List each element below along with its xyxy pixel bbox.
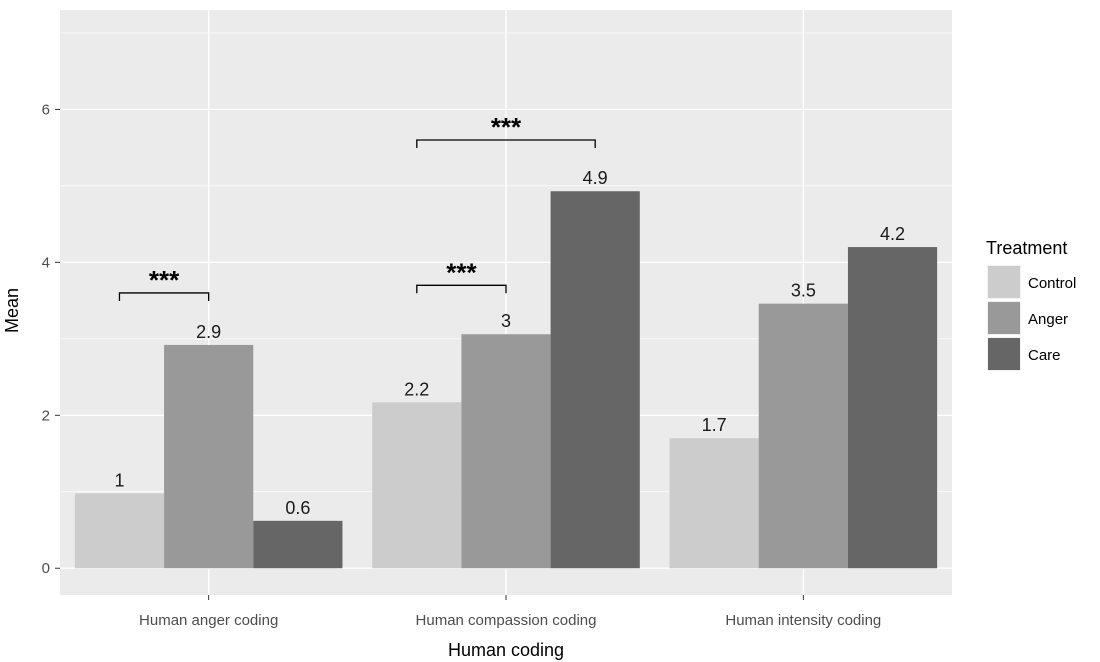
- x-axis: Human anger coding Human compassion codin…: [139, 595, 881, 629]
- y-tick-label: 6: [42, 101, 50, 118]
- x-tick-label: Human anger coding: [139, 612, 278, 629]
- data-label: 3: [501, 311, 511, 331]
- x-tick-label: Human compassion coding: [416, 612, 597, 629]
- data-label: 1.7: [702, 415, 727, 435]
- bar-control-1: [372, 402, 462, 569]
- significance-annotations: *** *** ***: [118, 112, 596, 301]
- bar-care-0: [253, 520, 343, 569]
- bars: [74, 191, 938, 569]
- data-label: 2.2: [404, 379, 429, 399]
- significance-bracket: [118, 292, 210, 301]
- bar-care-2: [847, 247, 938, 569]
- legend-swatch-care: [988, 338, 1020, 370]
- data-label: 4.2: [880, 224, 905, 244]
- legend-swatch-control: [988, 266, 1020, 298]
- significance-label: ***: [491, 112, 522, 142]
- data-label: 2.9: [196, 322, 221, 342]
- x-axis-title: Human coding: [448, 640, 564, 660]
- bar-control-2: [669, 438, 759, 569]
- data-label: 0.6: [285, 498, 310, 518]
- data-labels: 1 2.2 1.7 2.9 3 3.5 0.6 4.9 4.2: [114, 168, 905, 518]
- y-tick-label: 2: [42, 407, 50, 424]
- legend-label: Care: [1028, 347, 1061, 364]
- bar-anger-0: [164, 344, 254, 569]
- data-label: 3.5: [791, 281, 816, 301]
- bar-control-0: [74, 493, 165, 569]
- legend-label: Anger: [1028, 311, 1068, 328]
- significance-label: ***: [446, 257, 477, 287]
- data-label: 4.9: [583, 168, 608, 188]
- significance-label: ***: [149, 265, 180, 295]
- y-tick-label: 4: [42, 254, 50, 271]
- bar-anger-2: [758, 303, 848, 569]
- y-axis: 0 2 4 6: [42, 101, 60, 577]
- legend-swatch-anger: [988, 302, 1020, 334]
- significance-bracket: [416, 284, 507, 294]
- data-label: 1: [114, 470, 124, 490]
- legend: Treatment Control Anger Care: [986, 238, 1076, 371]
- y-axis-title: Mean: [2, 288, 22, 333]
- bar-care-1: [550, 191, 640, 569]
- legend-label: Control: [1028, 275, 1076, 292]
- y-tick-label: 0: [42, 560, 50, 577]
- x-tick-label: Human intensity coding: [725, 612, 881, 629]
- bar-anger-1: [461, 334, 551, 569]
- significance-bracket: [416, 139, 596, 148]
- legend-title: Treatment: [986, 238, 1067, 258]
